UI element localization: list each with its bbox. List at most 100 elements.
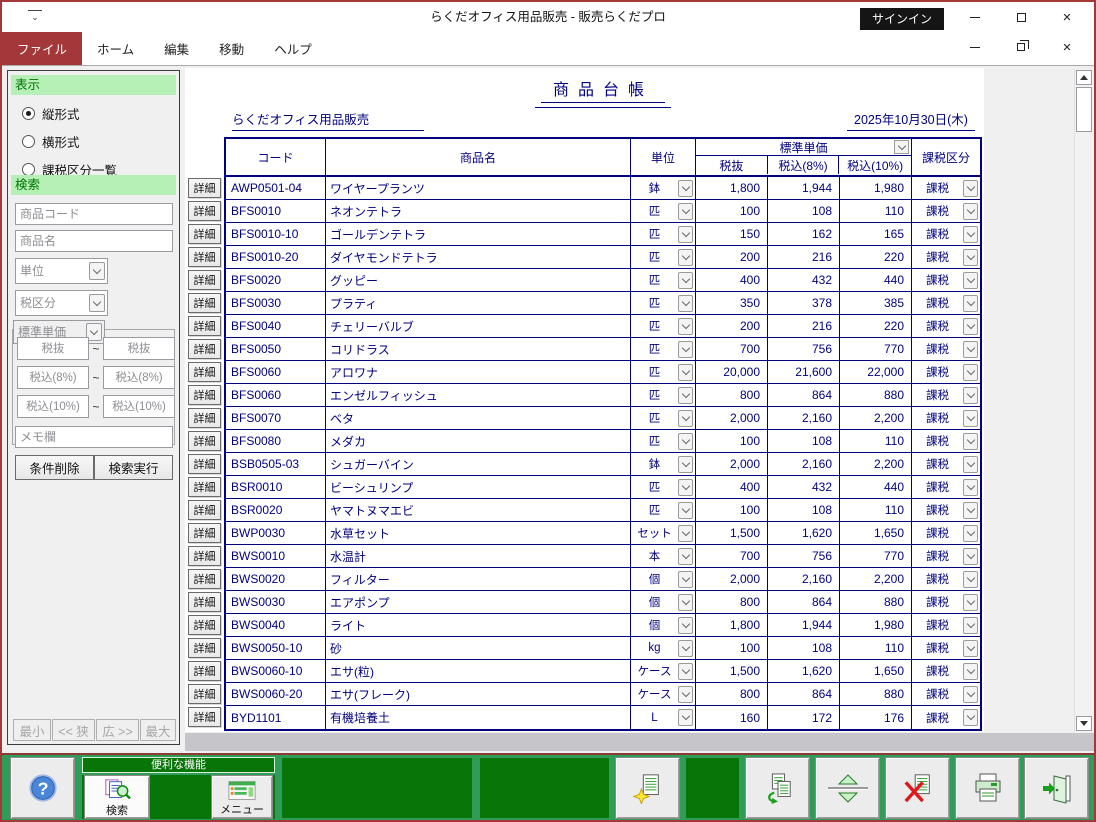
cell-code[interactable]: BFS0010-10 xyxy=(226,223,326,245)
unit-dropdown-button[interactable] xyxy=(678,616,693,634)
row-detail-button[interactable]: 詳細 xyxy=(188,500,221,520)
tax-class-dropdown-button[interactable] xyxy=(963,202,978,220)
unit-dropdown-button[interactable] xyxy=(678,340,693,358)
row-detail-button[interactable]: 詳細 xyxy=(188,201,221,221)
unit-dropdown-button[interactable] xyxy=(678,685,693,703)
cell-unit[interactable]: 匹 xyxy=(631,384,696,406)
unit-dropdown-button[interactable] xyxy=(678,179,693,197)
cell-name[interactable]: アロワナ xyxy=(326,361,631,383)
cell-name[interactable]: ヤマトヌマエビ xyxy=(326,499,631,521)
unit-dropdown-button[interactable] xyxy=(678,547,693,565)
width-max-button[interactable]: 最大 xyxy=(140,719,176,741)
memo-input[interactable] xyxy=(15,426,173,448)
cell-price-inc10[interactable]: 2,200 xyxy=(840,407,912,429)
cell-code[interactable]: BFS0060 xyxy=(226,384,326,406)
cell-price-ex[interactable]: 700 xyxy=(696,338,768,360)
tax-class-combobox-arrow[interactable] xyxy=(89,294,105,312)
cell-price-inc10[interactable]: 385 xyxy=(840,292,912,314)
duplicate-row-button[interactable] xyxy=(745,757,810,819)
cell-tax-class[interactable]: 課税 xyxy=(912,476,980,498)
cell-unit[interactable]: ケース xyxy=(631,683,696,705)
close-window-button[interactable]: × xyxy=(1062,8,1072,26)
horizontal-scrollbar[interactable] xyxy=(185,733,1094,751)
cell-tax-class[interactable]: 課税 xyxy=(912,315,980,337)
cell-price-inc8[interactable]: 162 xyxy=(768,223,840,245)
cell-code[interactable]: BFS0060 xyxy=(226,361,326,383)
cell-price-inc10[interactable]: 2,200 xyxy=(840,568,912,590)
cell-price-inc8[interactable]: 2,160 xyxy=(768,453,840,475)
product-code-input[interactable] xyxy=(15,203,173,225)
cell-unit[interactable]: 匹 xyxy=(631,338,696,360)
tax-class-dropdown-button[interactable] xyxy=(963,501,978,519)
cell-code[interactable]: BFS0030 xyxy=(226,292,326,314)
price-inc10-to-input[interactable] xyxy=(103,395,175,418)
cell-name[interactable]: フィルター xyxy=(326,568,631,590)
cell-name[interactable]: ネオンテトラ xyxy=(326,200,631,222)
tax-class-combobox[interactable] xyxy=(15,290,108,316)
cell-name[interactable]: チェリーバルブ xyxy=(326,315,631,337)
cell-name[interactable]: グッピー xyxy=(326,269,631,291)
cell-tax-class[interactable]: 課税 xyxy=(912,706,980,729)
cell-code[interactable]: BYD1101 xyxy=(226,706,326,729)
cell-price-inc8[interactable]: 21,600 xyxy=(768,361,840,383)
cell-name[interactable]: 有機培養土 xyxy=(326,706,631,729)
tax-class-dropdown-button[interactable] xyxy=(963,662,978,680)
cell-name[interactable]: プラティ xyxy=(326,292,631,314)
cell-unit[interactable]: 匹 xyxy=(631,200,696,222)
cell-unit[interactable]: 匹 xyxy=(631,430,696,452)
row-detail-button[interactable]: 詳細 xyxy=(188,592,221,612)
display-format-radio[interactable]: 横形式 xyxy=(22,132,80,151)
cell-unit[interactable]: 匹 xyxy=(631,315,696,337)
cell-code[interactable]: BWP0030 xyxy=(226,522,326,544)
tax-class-dropdown-button[interactable] xyxy=(963,639,978,657)
cell-unit[interactable]: 匹 xyxy=(631,246,696,268)
tax-class-dropdown-button[interactable] xyxy=(963,225,978,243)
cell-price-inc8[interactable]: 432 xyxy=(768,269,840,291)
cell-tax-class[interactable]: 課税 xyxy=(912,614,980,636)
cell-name[interactable]: 砂 xyxy=(326,637,631,659)
cell-price-ex[interactable]: 400 xyxy=(696,476,768,498)
print-button[interactable] xyxy=(955,757,1020,819)
cell-name[interactable]: ワイヤープランツ xyxy=(326,177,631,199)
cell-price-inc8[interactable]: 378 xyxy=(768,292,840,314)
cell-unit[interactable]: kg xyxy=(631,637,696,659)
cell-unit[interactable]: 匹 xyxy=(631,292,696,314)
cell-unit[interactable]: 鉢 xyxy=(631,453,696,475)
cell-code[interactable]: BFS0020 xyxy=(226,269,326,291)
search-button[interactable]: 検索 xyxy=(84,775,150,819)
cell-code[interactable]: BWS0040 xyxy=(226,614,326,636)
cell-tax-class[interactable]: 課税 xyxy=(912,177,980,199)
cell-price-ex[interactable]: 350 xyxy=(696,292,768,314)
cell-price-ex[interactable]: 800 xyxy=(696,591,768,613)
cell-code[interactable]: BFS0080 xyxy=(226,430,326,452)
cell-name[interactable]: エサ(フレーク) xyxy=(326,683,631,705)
cell-price-inc10[interactable]: 770 xyxy=(840,545,912,567)
cell-price-inc10[interactable]: 22,000 xyxy=(840,361,912,383)
cell-tax-class[interactable]: 課税 xyxy=(912,591,980,613)
cell-price-inc8[interactable]: 756 xyxy=(768,338,840,360)
cell-price-inc10[interactable]: 880 xyxy=(840,683,912,705)
cell-code[interactable]: BFS0010-20 xyxy=(226,246,326,268)
cell-code[interactable]: BWS0010 xyxy=(226,545,326,567)
price-ex-from-input[interactable] xyxy=(17,337,89,360)
unit-dropdown-button[interactable] xyxy=(678,570,693,588)
cell-tax-class[interactable]: 課税 xyxy=(912,292,980,314)
unit-dropdown-button[interactable] xyxy=(678,202,693,220)
cell-price-inc10[interactable]: 220 xyxy=(840,315,912,337)
cell-tax-class[interactable]: 課税 xyxy=(912,430,980,452)
cell-price-inc8[interactable]: 864 xyxy=(768,683,840,705)
row-detail-button[interactable]: 詳細 xyxy=(188,293,221,313)
cell-code[interactable]: BWS0030 xyxy=(226,591,326,613)
row-detail-button[interactable]: 詳細 xyxy=(188,454,221,474)
cell-price-ex[interactable]: 800 xyxy=(696,384,768,406)
cell-name[interactable]: エアポンプ xyxy=(326,591,631,613)
cell-tax-class[interactable]: 課税 xyxy=(912,683,980,705)
cell-name[interactable]: ベタ xyxy=(326,407,631,429)
unit-dropdown-button[interactable] xyxy=(678,662,693,680)
cell-price-inc8[interactable]: 432 xyxy=(768,476,840,498)
width-wide-button[interactable]: 広 >> xyxy=(96,719,139,741)
tax-class-dropdown-button[interactable] xyxy=(963,409,978,427)
unit-dropdown-button[interactable] xyxy=(678,225,693,243)
cell-tax-class[interactable]: 課税 xyxy=(912,223,980,245)
child-restore-button[interactable] xyxy=(998,32,1044,62)
